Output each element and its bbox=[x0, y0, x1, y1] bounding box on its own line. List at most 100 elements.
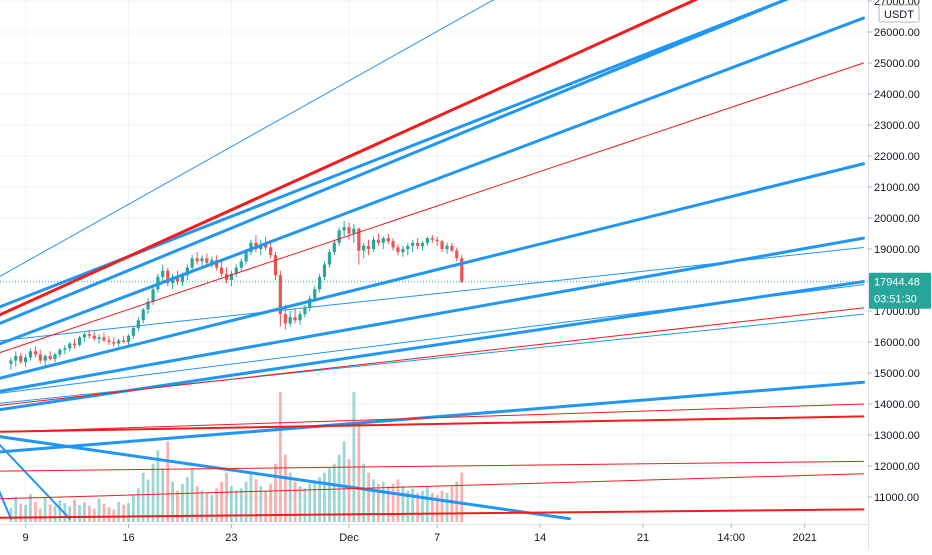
candle-body bbox=[210, 259, 214, 263]
candle-body bbox=[87, 334, 91, 336]
trendline-blue[interactable] bbox=[0, 0, 790, 345]
volume-bar bbox=[450, 486, 454, 522]
quote-currency-label: USDT bbox=[884, 9, 914, 21]
candle-body bbox=[445, 245, 449, 249]
quote-currency-badge[interactable]: USDT bbox=[878, 4, 920, 23]
volume-bar bbox=[435, 495, 439, 522]
trendline-red[interactable] bbox=[0, 508, 865, 519]
volume-bar bbox=[141, 472, 145, 522]
candle-body bbox=[273, 255, 278, 276]
trendline-red[interactable] bbox=[0, 307, 864, 417]
candle-body bbox=[381, 238, 385, 243]
price-tick-label: 20000.00 bbox=[874, 213, 920, 225]
candle bbox=[63, 345, 67, 355]
volume-bar bbox=[430, 492, 434, 522]
candle-body bbox=[175, 276, 180, 282]
volume-bar bbox=[38, 508, 42, 522]
candle bbox=[97, 334, 101, 344]
volume-bar bbox=[34, 501, 37, 522]
trendline-blue[interactable] bbox=[0, 280, 865, 425]
price-tick-label: 14000.00 bbox=[874, 399, 920, 411]
volume-bar bbox=[78, 504, 81, 522]
candle bbox=[166, 267, 170, 287]
candle bbox=[38, 349, 42, 364]
candle bbox=[332, 239, 336, 256]
volume-bar bbox=[185, 477, 189, 522]
candle-body bbox=[298, 314, 302, 321]
candle-body bbox=[269, 247, 273, 256]
candle-body bbox=[425, 238, 429, 243]
candle-body bbox=[332, 242, 336, 253]
candle bbox=[122, 335, 126, 344]
candle-body bbox=[376, 239, 380, 243]
candle-body bbox=[53, 354, 57, 360]
volume-bar bbox=[156, 450, 160, 522]
candle bbox=[146, 298, 150, 315]
candle-body bbox=[450, 245, 454, 251]
candle-body bbox=[122, 340, 126, 342]
candle bbox=[68, 342, 72, 352]
trendline-blue[interactable] bbox=[0, 380, 865, 460]
candle bbox=[92, 331, 96, 341]
candle-body bbox=[371, 239, 376, 249]
trendline-blue[interactable] bbox=[0, 236, 865, 409]
candle-body bbox=[293, 317, 297, 321]
volume-bar bbox=[127, 503, 130, 522]
candle-body bbox=[180, 275, 185, 282]
trendline-blue[interactable] bbox=[0, 284, 864, 406]
trendline-blue[interactable] bbox=[0, 423, 571, 521]
trendline-blue[interactable] bbox=[0, 16, 865, 381]
trendline-red[interactable] bbox=[0, 62, 864, 385]
time-tick-label: 2021 bbox=[792, 532, 816, 544]
candle bbox=[440, 239, 444, 253]
candle-body bbox=[14, 355, 18, 361]
volume-bar bbox=[122, 504, 126, 522]
trendline-blue[interactable] bbox=[0, 313, 864, 413]
time-tick-label: 7 bbox=[434, 532, 440, 544]
candle-body bbox=[396, 247, 400, 253]
candle-body bbox=[131, 328, 135, 336]
price-tick-label: 11000.00 bbox=[874, 492, 919, 504]
trendline-blue[interactable] bbox=[0, 0, 790, 364]
volume-bars bbox=[9, 392, 464, 522]
candle bbox=[347, 222, 351, 240]
trendline-red[interactable] bbox=[0, 460, 864, 472]
candle bbox=[273, 252, 278, 280]
candle-body bbox=[420, 242, 425, 246]
trendline-blue[interactable] bbox=[0, 0, 511, 331]
volume-bar bbox=[215, 488, 219, 522]
candle bbox=[28, 348, 33, 361]
candle bbox=[420, 241, 425, 251]
candle-body bbox=[102, 337, 106, 341]
trendline-red[interactable] bbox=[0, 473, 864, 502]
candle bbox=[450, 242, 454, 253]
candle-body bbox=[190, 258, 194, 268]
time-axis[interactable] bbox=[0, 524, 868, 550]
candle-body bbox=[107, 340, 111, 342]
trendline-red[interactable] bbox=[0, 0, 717, 359]
candle bbox=[411, 239, 415, 253]
volume-bar bbox=[249, 472, 253, 522]
candle bbox=[9, 357, 13, 370]
trendline-blue[interactable] bbox=[0, 342, 71, 520]
trendlines[interactable] bbox=[0, 0, 865, 521]
candle-body bbox=[38, 354, 42, 361]
time-tick-label: 21 bbox=[637, 532, 649, 544]
volume-bar bbox=[83, 502, 86, 522]
last-price-value: 17944.48 bbox=[874, 277, 920, 289]
candle bbox=[298, 311, 302, 325]
trendline-red[interactable] bbox=[0, 415, 865, 433]
candle-body bbox=[308, 298, 312, 308]
candles bbox=[9, 221, 464, 370]
trendline-blue[interactable] bbox=[0, 162, 865, 403]
volume-bar bbox=[43, 497, 47, 522]
volume-bar bbox=[416, 492, 420, 522]
trendline-blue[interactable] bbox=[0, 246, 864, 351]
grid bbox=[0, 0, 868, 524]
candle-body bbox=[229, 273, 233, 280]
bar-countdown: 03:51:30 bbox=[874, 294, 917, 306]
candle-body bbox=[401, 249, 405, 253]
